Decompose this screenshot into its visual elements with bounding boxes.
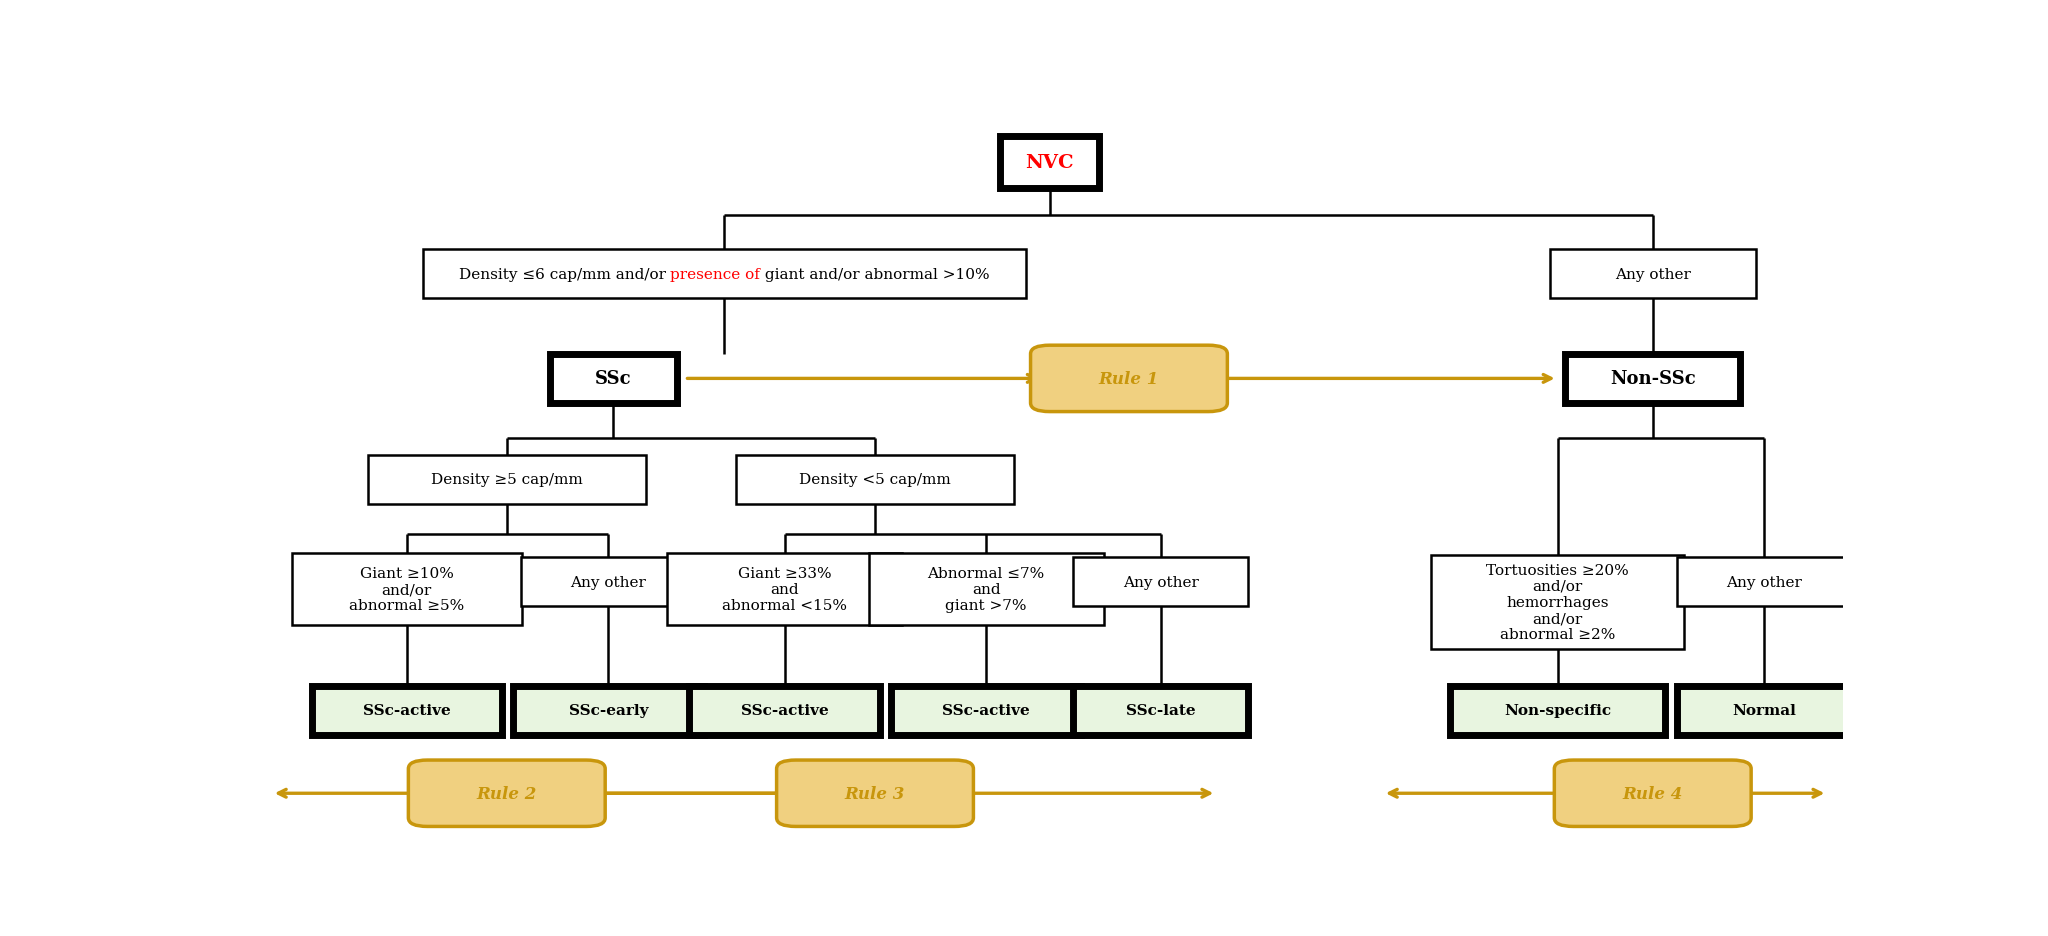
FancyBboxPatch shape [1565, 355, 1741, 403]
Text: SSc-late: SSc-late [1126, 704, 1196, 718]
Text: SSc-early: SSc-early [569, 704, 647, 718]
Text: Abnormal ≤7%
and
giant >7%: Abnormal ≤7% and giant >7% [928, 566, 1044, 612]
FancyBboxPatch shape [1073, 686, 1247, 735]
Text: giant and/or abnormal >10%: giant and/or abnormal >10% [760, 268, 989, 282]
FancyBboxPatch shape [549, 355, 676, 403]
FancyBboxPatch shape [311, 686, 502, 735]
Text: Density ≤6 cap/mm and/or: Density ≤6 cap/mm and/or [459, 268, 670, 282]
FancyBboxPatch shape [291, 553, 522, 625]
Text: Any other: Any other [1122, 576, 1198, 590]
Text: Rule 2: Rule 2 [477, 785, 537, 802]
FancyBboxPatch shape [1450, 686, 1665, 735]
Text: Non-specific: Non-specific [1503, 704, 1612, 718]
FancyBboxPatch shape [422, 250, 1026, 299]
FancyBboxPatch shape [1554, 760, 1751, 826]
Text: Giant ≥33%
and
abnormal <15%: Giant ≥33% and abnormal <15% [723, 566, 848, 612]
Text: SSc-active: SSc-active [942, 704, 1030, 718]
FancyBboxPatch shape [735, 456, 1014, 505]
FancyBboxPatch shape [668, 553, 901, 625]
Text: SSc-active: SSc-active [362, 704, 451, 718]
Text: SSc: SSc [594, 370, 631, 388]
FancyBboxPatch shape [891, 686, 1081, 735]
Text: Density <5 cap/mm: Density <5 cap/mm [799, 473, 950, 487]
FancyBboxPatch shape [999, 137, 1100, 189]
Text: SSc-active: SSc-active [741, 704, 827, 718]
FancyBboxPatch shape [776, 760, 973, 826]
Text: Rule 4: Rule 4 [1622, 785, 1683, 802]
FancyBboxPatch shape [1073, 558, 1247, 607]
Text: Tortuosities ≥20%
and/or
hemorrhages
and/or
abnormal ≥2%: Tortuosities ≥20% and/or hemorrhages and… [1487, 563, 1628, 642]
Text: Any other: Any other [1614, 268, 1692, 282]
FancyBboxPatch shape [1030, 345, 1227, 412]
Text: presence of: presence of [670, 268, 760, 282]
Text: Non-SSc: Non-SSc [1610, 370, 1696, 388]
FancyBboxPatch shape [690, 686, 881, 735]
Text: NVC: NVC [1026, 154, 1073, 172]
FancyBboxPatch shape [408, 760, 606, 826]
Text: Normal: Normal [1733, 704, 1796, 718]
FancyBboxPatch shape [514, 686, 705, 735]
Text: Any other: Any other [571, 576, 647, 590]
FancyBboxPatch shape [1430, 556, 1683, 650]
Text: Density ≥5 cap/mm: Density ≥5 cap/mm [430, 473, 582, 487]
FancyBboxPatch shape [868, 553, 1104, 625]
Text: Any other: Any other [1726, 576, 1802, 590]
FancyBboxPatch shape [1677, 558, 1851, 607]
Text: Rule 3: Rule 3 [846, 785, 905, 802]
FancyBboxPatch shape [369, 456, 645, 505]
Text: Rule 1: Rule 1 [1100, 371, 1159, 388]
FancyBboxPatch shape [1677, 686, 1851, 735]
FancyBboxPatch shape [520, 558, 696, 607]
FancyBboxPatch shape [1550, 250, 1755, 299]
Text: Giant ≥10%
and/or
abnormal ≥5%: Giant ≥10% and/or abnormal ≥5% [348, 566, 465, 612]
